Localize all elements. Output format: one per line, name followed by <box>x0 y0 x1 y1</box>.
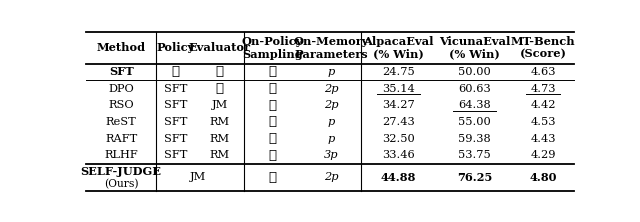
Text: 4.43: 4.43 <box>530 134 556 144</box>
Text: JM: JM <box>212 100 228 110</box>
Text: p: p <box>327 134 335 144</box>
Text: ✓: ✓ <box>269 149 276 162</box>
Text: VicunaEval
(% Win): VicunaEval (% Win) <box>438 36 510 59</box>
Text: ✗: ✗ <box>269 115 276 129</box>
Text: 4.29: 4.29 <box>530 150 556 160</box>
Text: SELF-JUDGE: SELF-JUDGE <box>81 166 162 177</box>
Text: DPO: DPO <box>108 84 134 94</box>
Text: ✗: ✗ <box>269 65 276 78</box>
Text: 55.00: 55.00 <box>458 117 491 127</box>
Text: 35.14: 35.14 <box>382 84 415 94</box>
Text: ✗: ✗ <box>269 82 276 95</box>
Text: 4.63: 4.63 <box>530 67 556 77</box>
Text: ✗: ✗ <box>269 132 276 145</box>
Text: 33.46: 33.46 <box>382 150 415 160</box>
Text: ✗: ✗ <box>216 82 224 95</box>
Text: RAFT: RAFT <box>105 134 138 144</box>
Text: MT-Bench
(Score): MT-Bench (Score) <box>511 36 575 59</box>
Text: 4.73: 4.73 <box>530 84 556 94</box>
Text: 76.25: 76.25 <box>457 172 492 183</box>
Text: ✗: ✗ <box>216 65 224 78</box>
Text: 4.80: 4.80 <box>529 172 557 183</box>
Text: SFT: SFT <box>164 100 188 110</box>
Text: 2p: 2p <box>324 172 338 182</box>
Text: RM: RM <box>210 117 230 127</box>
Text: 34.27: 34.27 <box>382 100 415 110</box>
Text: 27.43: 27.43 <box>382 117 415 127</box>
Text: AlpacaEval
(% Win): AlpacaEval (% Win) <box>364 36 434 59</box>
Text: (Ours): (Ours) <box>104 179 138 189</box>
Text: ✗: ✗ <box>269 99 276 112</box>
Text: 59.38: 59.38 <box>458 134 491 144</box>
Text: ✓: ✓ <box>269 171 276 184</box>
Text: RLHF: RLHF <box>104 150 138 160</box>
Text: RM: RM <box>210 150 230 160</box>
Text: 60.63: 60.63 <box>458 84 491 94</box>
Text: 50.00: 50.00 <box>458 67 491 77</box>
Text: 64.38: 64.38 <box>458 100 491 110</box>
Text: SFT: SFT <box>164 84 188 94</box>
Text: JM: JM <box>189 172 206 182</box>
Text: RSO: RSO <box>108 100 134 110</box>
Text: ✗: ✗ <box>172 65 180 78</box>
Text: Evaluator: Evaluator <box>189 42 251 53</box>
Text: SFT: SFT <box>164 134 188 144</box>
Text: 32.50: 32.50 <box>382 134 415 144</box>
Text: p: p <box>327 117 335 127</box>
Text: 2p: 2p <box>324 84 338 94</box>
Text: ReST: ReST <box>106 117 136 127</box>
Text: SFT: SFT <box>164 117 188 127</box>
Text: 53.75: 53.75 <box>458 150 491 160</box>
Text: 44.88: 44.88 <box>381 172 416 183</box>
Text: On-Policy
Sampling: On-Policy Sampling <box>242 36 303 59</box>
Text: Method: Method <box>97 42 146 53</box>
Text: SFT: SFT <box>164 150 188 160</box>
Text: RM: RM <box>210 134 230 144</box>
Text: 3p: 3p <box>324 150 338 160</box>
Text: Policy: Policy <box>157 42 195 53</box>
Text: 4.53: 4.53 <box>530 117 556 127</box>
Text: 24.75: 24.75 <box>382 67 415 77</box>
Text: 4.42: 4.42 <box>530 100 556 110</box>
Text: p: p <box>327 67 335 77</box>
Text: 2p: 2p <box>324 100 338 110</box>
Text: SFT: SFT <box>109 66 134 77</box>
Text: On-Memory
Parameters: On-Memory Parameters <box>293 36 369 59</box>
